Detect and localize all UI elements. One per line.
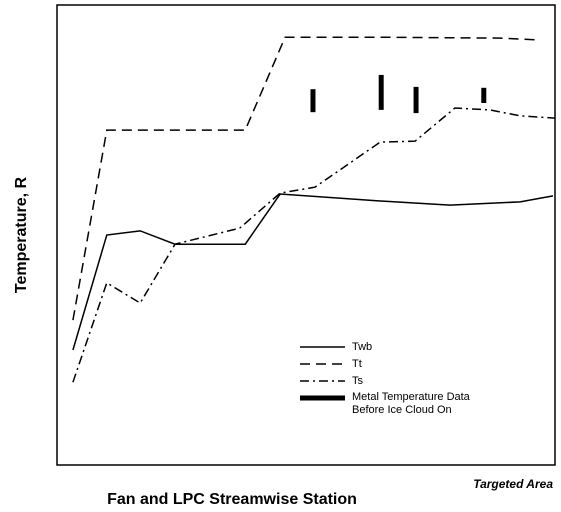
y-axis-label: Temperature, R <box>13 176 30 293</box>
legend-label: Tt <box>352 358 362 370</box>
series-line <box>72 107 556 383</box>
annotation: Targeted Area <box>473 477 553 491</box>
plot-frame <box>56 4 556 466</box>
x-axis-label: Fan and LPC Streamwise Station <box>107 491 357 508</box>
legend-label: Ts <box>352 375 364 387</box>
series-line <box>72 36 541 321</box>
series-line <box>72 193 554 351</box>
legend-label: Twb <box>352 341 372 353</box>
legend-label: Metal Temperature Data Before Ice Cloud … <box>352 391 470 416</box>
